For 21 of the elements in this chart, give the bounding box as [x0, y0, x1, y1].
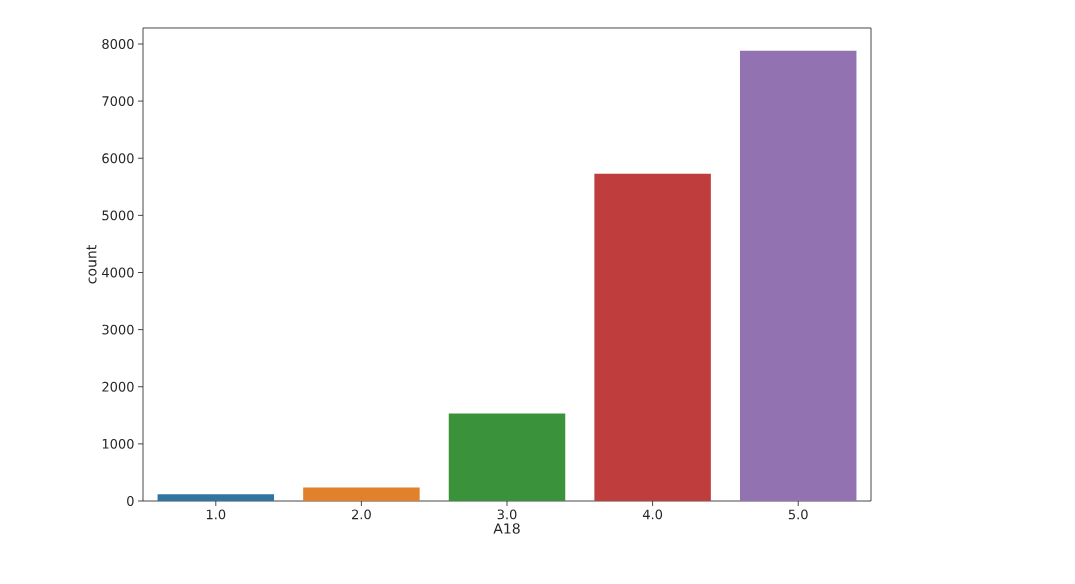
y-tick-label: 3000 — [102, 324, 134, 335]
y-tick-label: 7000 — [102, 96, 134, 107]
bar — [303, 487, 420, 501]
x-axis-title: A18 — [493, 523, 520, 534]
y-tick-label: 1000 — [102, 438, 134, 449]
x-tick-label: 1.0 — [206, 509, 226, 520]
y-tick-label: 6000 — [102, 153, 134, 164]
y-tick-label: 4000 — [102, 267, 134, 278]
bar — [594, 173, 711, 501]
y-tick-label: 2000 — [102, 381, 134, 392]
bar — [448, 413, 566, 501]
y-tick-label: 5000 — [102, 210, 134, 221]
x-tick-label: 3.0 — [497, 509, 517, 520]
y-axis-title: count — [86, 245, 97, 284]
x-tick-label: 5.0 — [788, 509, 808, 520]
bar — [157, 494, 275, 501]
x-tick-label: 4.0 — [642, 509, 663, 520]
y-tick-label: 8000 — [102, 39, 134, 49]
x-tick-label: 2.0 — [352, 509, 371, 520]
bar — [739, 50, 857, 501]
y-tick-label: 0 — [127, 496, 134, 506]
